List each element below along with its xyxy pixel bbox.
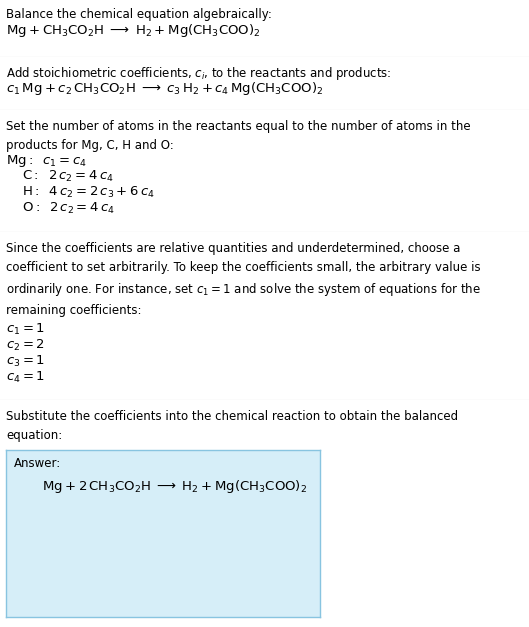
Text: $c_1\,\mathrm{Mg} + c_2\,\mathrm{CH_3CO_2H} \;\longrightarrow\; c_3\,\mathrm{H_2: $c_1\,\mathrm{Mg} + c_2\,\mathrm{CH_3CO_… bbox=[6, 80, 323, 97]
Text: $\mathrm{O{:}}\;\;2\,c_2 = 4\,c_4$: $\mathrm{O{:}}\;\;2\,c_2 = 4\,c_4$ bbox=[22, 201, 115, 216]
Text: Since the coefficients are relative quantities and underdetermined, choose a
coe: Since the coefficients are relative quan… bbox=[6, 242, 481, 317]
Text: $\mathrm{C{:}}\;\;2\,c_2 = 4\,c_4$: $\mathrm{C{:}}\;\;2\,c_2 = 4\,c_4$ bbox=[22, 169, 114, 184]
Text: $\mathrm{Mg + CH_3CO_2H} \;\longrightarrow\; \mathrm{H_2 + Mg(CH_3COO)_2}$: $\mathrm{Mg + CH_3CO_2H} \;\longrightarr… bbox=[6, 22, 261, 39]
Text: Add stoichiometric coefficients, $c_i$, to the reactants and products:: Add stoichiometric coefficients, $c_i$, … bbox=[6, 65, 391, 82]
Text: Balance the chemical equation algebraically:: Balance the chemical equation algebraica… bbox=[6, 8, 272, 21]
Text: $\mathrm{Mg{:}}\;\;c_1 = c_4$: $\mathrm{Mg{:}}\;\;c_1 = c_4$ bbox=[6, 153, 87, 169]
Text: $\mathrm{Mg + 2\,CH_3CO_2H} \;\longrightarrow\; \mathrm{H_2 + Mg(CH_3COO)_2}$: $\mathrm{Mg + 2\,CH_3CO_2H} \;\longright… bbox=[42, 478, 307, 495]
Text: $c_4 = 1$: $c_4 = 1$ bbox=[6, 370, 45, 385]
Text: Answer:: Answer: bbox=[14, 457, 61, 470]
Text: $c_3 = 1$: $c_3 = 1$ bbox=[6, 354, 45, 369]
Text: $\mathrm{H{:}}\;\;4\,c_2 = 2\,c_3 + 6\,c_4$: $\mathrm{H{:}}\;\;4\,c_2 = 2\,c_3 + 6\,c… bbox=[22, 185, 155, 200]
Text: $c_2 = 2$: $c_2 = 2$ bbox=[6, 338, 45, 353]
Text: Substitute the coefficients into the chemical reaction to obtain the balanced
eq: Substitute the coefficients into the che… bbox=[6, 410, 458, 442]
Text: Set the number of atoms in the reactants equal to the number of atoms in the
pro: Set the number of atoms in the reactants… bbox=[6, 120, 471, 152]
Text: $c_1 = 1$: $c_1 = 1$ bbox=[6, 322, 45, 337]
